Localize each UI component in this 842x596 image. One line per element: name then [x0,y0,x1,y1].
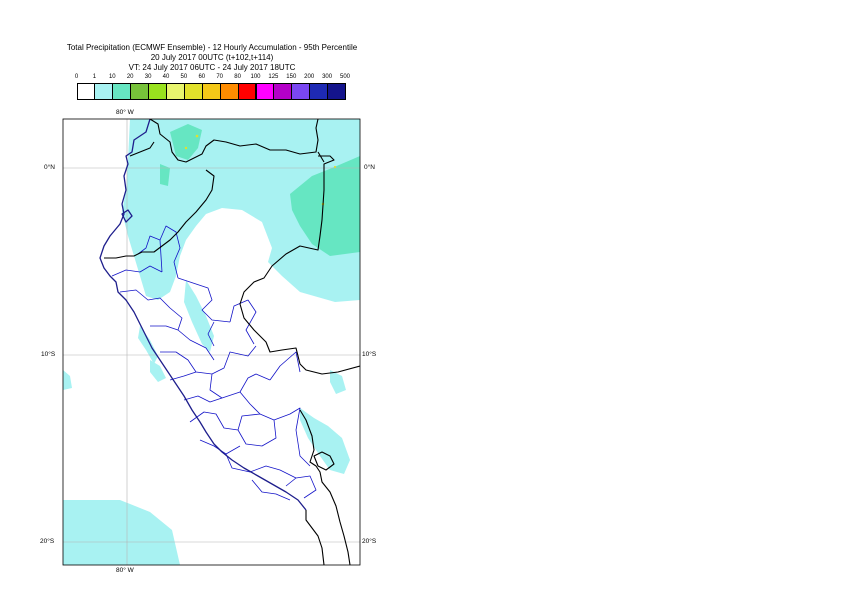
legend-tick-label: 50 [180,74,188,80]
precip-medium-north [170,124,202,160]
legend-tick-label: 200 [304,74,315,80]
lat-right-label: 0°N [364,164,375,171]
country-borders [104,119,360,565]
legend-tick-label: 40 [162,74,170,80]
precip-light-coast [138,326,158,364]
legend-tick-label: 80 [234,74,241,80]
precip-light-ocean-3 [150,360,166,382]
precip-light-southeast [300,408,350,474]
precip-medium-small [160,164,170,186]
coastline [99,119,307,511]
map-title: Total Precipitation (ECMWF Ensemble) - 1… [66,43,358,52]
top-longitude-label: 80° W [116,109,134,116]
map-valid-time: VT: 24 July 2017 06UTC - 24 July 2017 18… [128,63,296,72]
precip-light-andes [184,280,214,352]
legend-tick-label: 0 [74,74,79,80]
lat-left-label: 20°S [40,538,55,545]
map-frame [62,118,361,566]
legend-tick-label: 30 [144,74,152,80]
precip-light-ocean-1 [63,370,72,390]
legend-tick-label: 125 [268,74,279,80]
precip-light-areas [63,119,360,565]
map-run-time: 20 July 2017 00UTC (t+102,t+114) [150,53,274,62]
lat-left-label: 0°N [44,164,55,171]
bottom-longitude-label: 80° W [116,567,134,574]
legend-tick-label: 60 [198,74,206,80]
legend-tick-label: 1 [92,74,97,80]
legend-tick-label: 300 [322,74,333,80]
precip-medium-northeast [290,156,360,256]
legend-tick-label: 100 [250,74,261,80]
legend-tick-label: 150 [286,74,297,80]
lat-right-label: 10°S [362,351,377,358]
legend-tick-label: 500 [339,74,351,80]
precip-medium-areas [160,124,360,256]
legend-tick-label: 10 [108,74,116,80]
legend-tick-label: 70 [216,74,224,80]
precipitation-legend: 0 1 10 20 30 40 50 60 70 80 100 125 150 200 300 500 [74,74,351,104]
lat-right-label: 20°S [362,538,377,545]
legend-color-swatch [327,83,346,100]
precip-light-ocean-2 [63,500,180,565]
legend-tick-label: 20 [126,74,134,80]
precip-light-north [122,119,360,302]
graticule [63,119,360,565]
precip-light-ocean-4 [330,370,346,394]
lat-left-label: 10°S [41,351,56,358]
